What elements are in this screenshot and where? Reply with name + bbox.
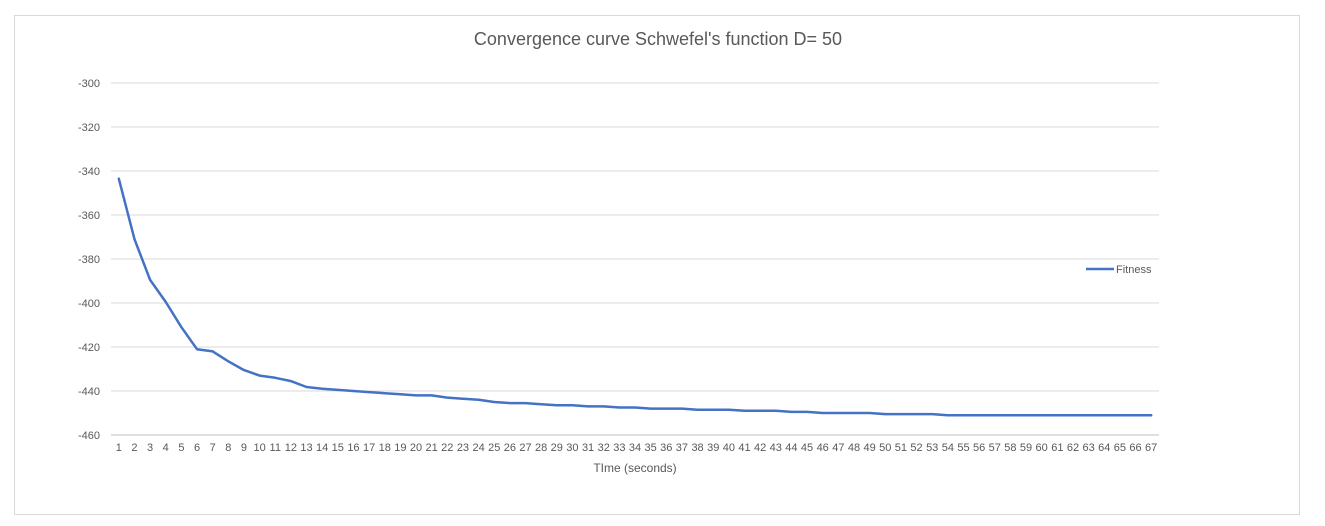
x-tick-label: 52 xyxy=(910,442,922,454)
x-tick-label: 38 xyxy=(691,442,703,454)
y-tick-label: -300 xyxy=(78,78,100,90)
x-tick-label: 32 xyxy=(598,442,610,454)
x-tick-label: 35 xyxy=(645,442,657,454)
x-tick-label: 45 xyxy=(801,442,813,454)
chart-area: Convergence curve Schwefel's function D=… xyxy=(14,15,1300,515)
x-tick-label: 13 xyxy=(300,442,312,454)
x-tick-label: 56 xyxy=(973,442,985,454)
x-tick-label: 16 xyxy=(347,442,359,454)
x-tick-label: 25 xyxy=(488,442,500,454)
x-tick-label: 30 xyxy=(566,442,578,454)
x-tick-label: 53 xyxy=(926,442,938,454)
x-tick-label: 34 xyxy=(629,442,641,454)
x-tick-label: 7 xyxy=(210,442,216,454)
x-tick-label: 2 xyxy=(131,442,137,454)
x-tick-label: 44 xyxy=(785,442,797,454)
y-axis-ticks: -300 -320 -340 -360 -380 -400 -420 -440 -460 xyxy=(78,78,100,442)
x-tick-label: 20 xyxy=(410,442,422,454)
x-tick-label: 23 xyxy=(457,442,469,454)
series-layer xyxy=(117,177,1153,417)
x-tick-label: 5 xyxy=(178,442,184,454)
x-tick-label: 63 xyxy=(1082,442,1094,454)
x-tick-label: 15 xyxy=(332,442,344,454)
x-tick-label: 8 xyxy=(225,442,231,454)
x-tick-label: 9 xyxy=(241,442,247,454)
x-tick-label: 33 xyxy=(613,442,625,454)
x-tick-label: 47 xyxy=(832,442,844,454)
x-tick-label: 61 xyxy=(1051,442,1063,454)
x-tick-label: 37 xyxy=(676,442,688,454)
x-tick-label: 55 xyxy=(957,442,969,454)
x-tick-label: 64 xyxy=(1098,442,1110,454)
x-tick-label: 14 xyxy=(316,442,328,454)
y-tick-label: -320 xyxy=(78,122,100,134)
x-tick-label: 39 xyxy=(707,442,719,454)
y-tick-label: -460 xyxy=(78,430,100,442)
x-tick-label: 58 xyxy=(1004,442,1016,454)
x-tick-label: 67 xyxy=(1145,442,1157,454)
y-tick-label: -400 xyxy=(78,298,100,310)
y-tick-label: -420 xyxy=(78,342,100,354)
x-tick-label: 26 xyxy=(504,442,516,454)
x-tick-label: 21 xyxy=(426,442,438,454)
x-tick-label: 6 xyxy=(194,442,200,454)
x-tick-label: 42 xyxy=(754,442,766,454)
series-line-fitness xyxy=(117,177,1153,417)
x-tick-label: 28 xyxy=(535,442,547,454)
x-tick-label: 17 xyxy=(363,442,375,454)
x-tick-label: 60 xyxy=(1036,442,1048,454)
x-tick-label: 11 xyxy=(270,442,281,454)
x-tick-label: 51 xyxy=(895,442,907,454)
x-tick-label: 41 xyxy=(738,442,750,454)
x-tick-label: 19 xyxy=(394,442,406,454)
x-tick-label: 49 xyxy=(864,442,876,454)
x-tick-label: 24 xyxy=(472,442,484,454)
x-axis-title: TIme (seconds) xyxy=(593,461,676,475)
x-tick-label: 31 xyxy=(582,442,594,454)
x-tick-label: 40 xyxy=(723,442,735,454)
x-tick-label: 12 xyxy=(285,442,297,454)
legend-label-fitness: Fitness xyxy=(1116,264,1152,276)
x-axis-ticks: 1 2 3 4 5 6 7 8 9 10 11 12 13 14 15 16 17 18 19 20 21 22 23 24 2… xyxy=(116,442,1158,454)
y-tick-label: -360 xyxy=(78,210,100,222)
y-tick-label: -440 xyxy=(78,386,100,398)
x-tick-label: 57 xyxy=(989,442,1001,454)
x-tick-label: 46 xyxy=(817,442,829,454)
x-tick-label: 50 xyxy=(879,442,891,454)
x-tick-label: 10 xyxy=(253,442,265,454)
x-tick-label: 36 xyxy=(660,442,672,454)
chart-svg: Convergence curve Schwefel's function D=… xyxy=(78,29,1159,475)
x-tick-label: 66 xyxy=(1129,442,1141,454)
legend: Fitness xyxy=(1086,264,1152,276)
x-tick-label: 4 xyxy=(163,442,169,454)
x-tick-label: 18 xyxy=(379,442,391,454)
chart-title: Convergence curve Schwefel's function D=… xyxy=(474,29,842,49)
x-tick-label: 22 xyxy=(441,442,453,454)
x-tick-label: 1 xyxy=(116,442,122,454)
x-tick-label: 3 xyxy=(147,442,153,454)
x-tick-label: 43 xyxy=(770,442,782,454)
gridlines xyxy=(111,82,1159,436)
y-tick-label: -380 xyxy=(78,254,100,266)
x-tick-label: 62 xyxy=(1067,442,1079,454)
x-tick-label: 59 xyxy=(1020,442,1032,454)
x-tick-label: 48 xyxy=(848,442,860,454)
x-tick-label: 65 xyxy=(1114,442,1126,454)
x-tick-label: 27 xyxy=(519,442,531,454)
x-tick-label: 54 xyxy=(942,442,954,454)
y-tick-label: -340 xyxy=(78,166,100,178)
x-tick-label: 29 xyxy=(551,442,563,454)
